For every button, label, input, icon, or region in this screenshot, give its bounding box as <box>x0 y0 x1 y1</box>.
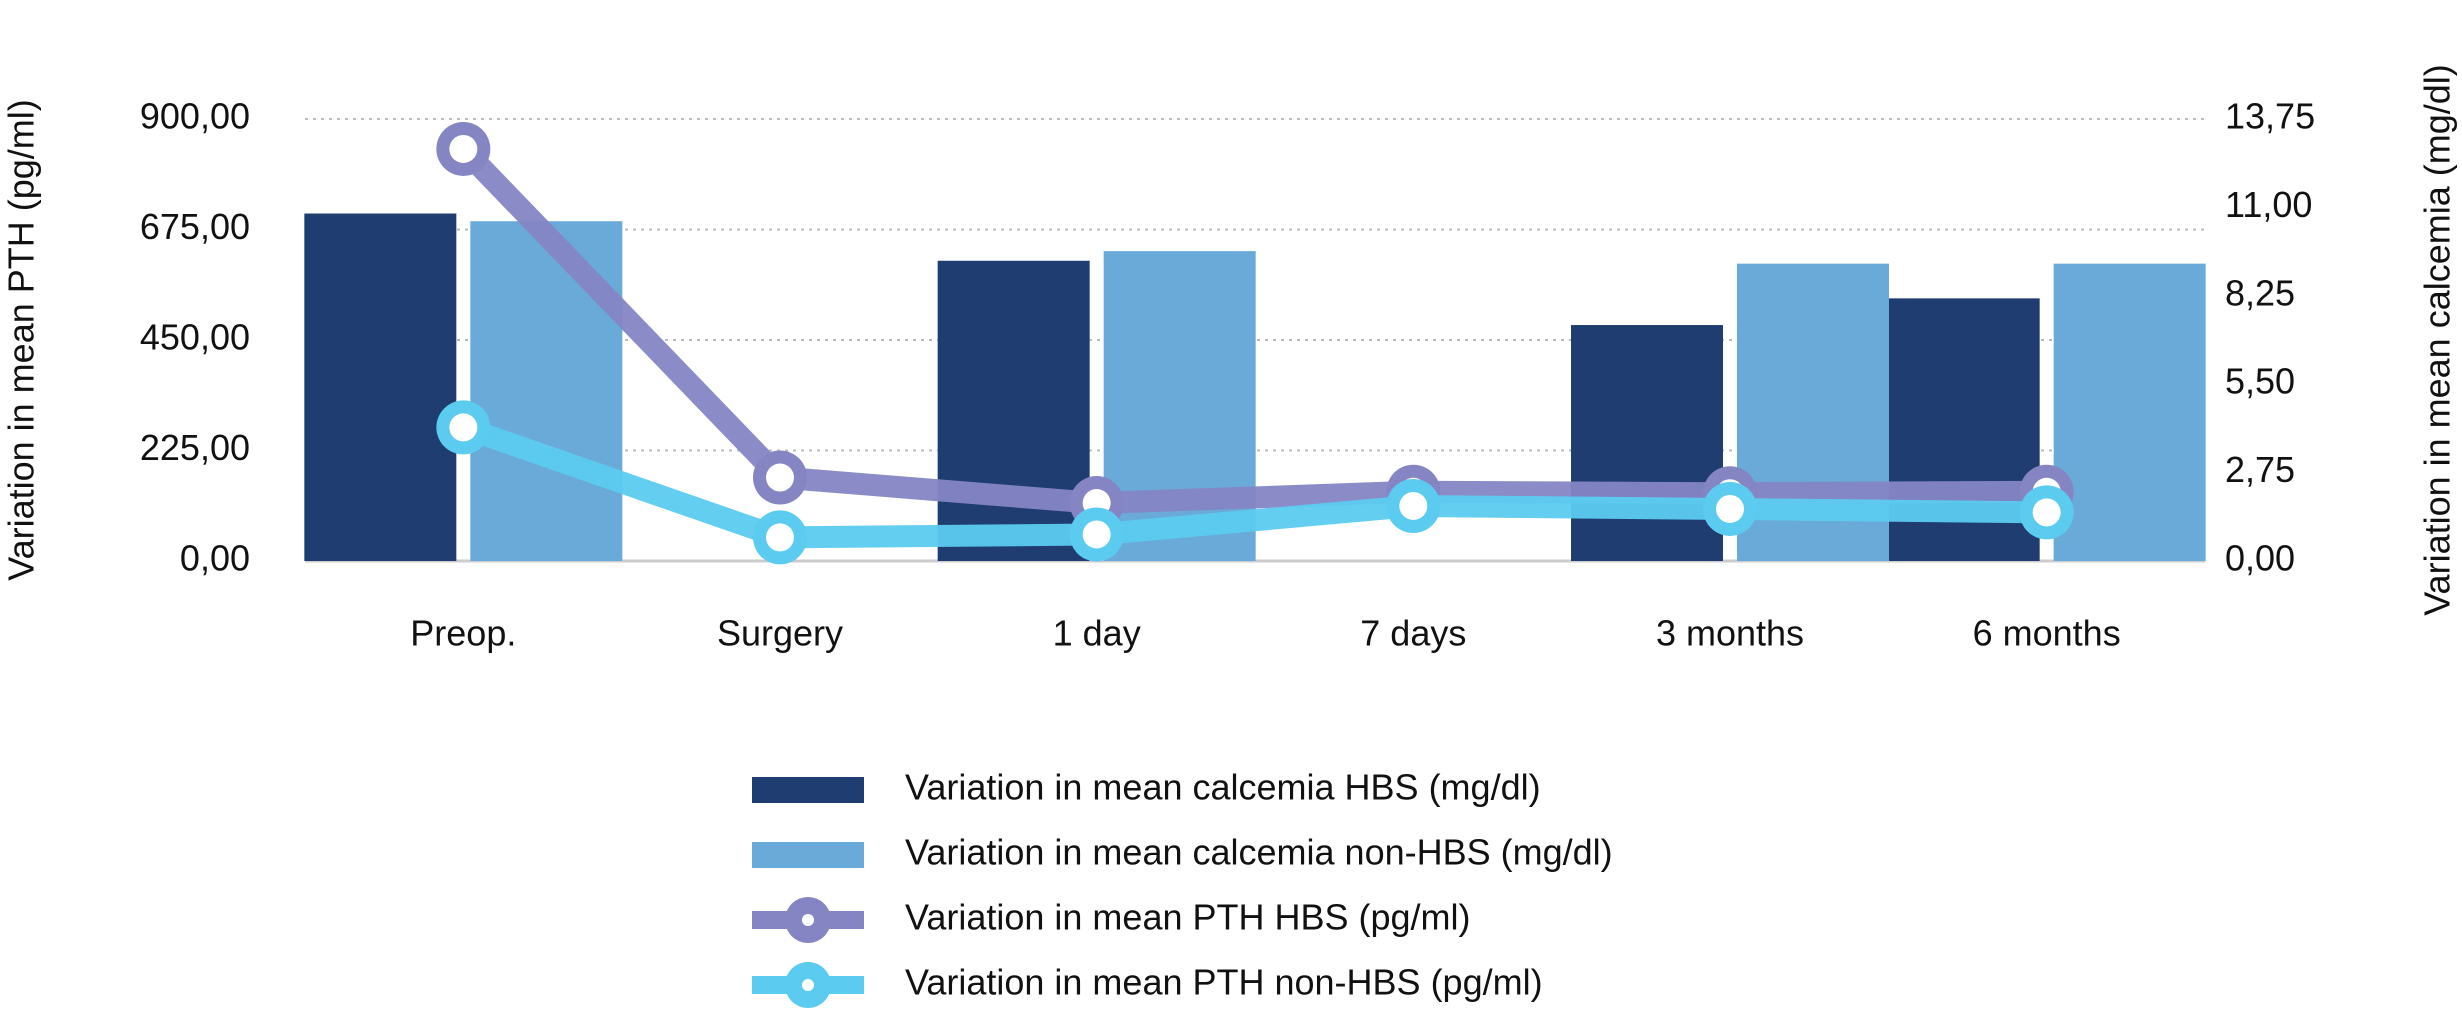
legend-swatch <box>752 777 864 803</box>
x-tick-label: 6 months <box>1973 613 2121 654</box>
point-center <box>449 134 478 163</box>
bar <box>304 213 457 561</box>
point-center <box>1399 491 1428 520</box>
y-tick-label: 225,00 <box>140 427 250 468</box>
line <box>455 141 2047 515</box>
legend-label: Variation in mean calcemia non-HBS (mg/d… <box>905 832 1613 873</box>
point-center <box>766 463 794 492</box>
point-center <box>1716 494 1744 523</box>
point-center <box>1082 520 1111 549</box>
x-tick-label: 3 months <box>1656 613 1804 654</box>
y2-tick-label: 11,00 <box>2225 184 2312 225</box>
y-tick-label: 900,00 <box>140 96 250 137</box>
y2-axis-label: Variation in mean calcemia (mg/dl) <box>2417 64 2458 616</box>
y-tick-label: 675,00 <box>140 206 250 247</box>
x-tick-label: Preop. <box>410 613 516 654</box>
x-tick-label: Surgery <box>717 613 843 654</box>
point-center <box>449 413 478 442</box>
legend-label: Variation in mean PTH non-HBS (pg/ml) <box>905 962 1543 1003</box>
legend-swatch <box>752 842 864 868</box>
bar <box>470 221 623 562</box>
bar <box>2053 263 2206 561</box>
legend-label: Variation in mean PTH HBS (pg/ml) <box>905 897 1471 938</box>
bar <box>937 260 1090 561</box>
legend-swatch <box>802 979 814 991</box>
x-tick-label: 1 day <box>1053 613 1141 654</box>
point-center <box>766 523 794 552</box>
y2-tick-label: 13,75 <box>2225 96 2315 137</box>
y-tick-label: 450,00 <box>140 317 250 358</box>
y2-tick-label: 5,50 <box>2225 361 2295 402</box>
legend-label: Variation in mean calcemia HBS (mg/dl) <box>905 767 1541 808</box>
legend-swatch <box>802 914 814 926</box>
line <box>459 417 2047 549</box>
y-axis-label: Variation in mean PTH (pg/ml) <box>1 99 42 581</box>
y2-tick-label: 8,25 <box>2225 272 2295 313</box>
y2-tick-label: 0,00 <box>2225 538 2295 579</box>
x-tick-label: 7 days <box>1360 613 1466 654</box>
point-center <box>2032 498 2061 527</box>
y2-tick-label: 2,75 <box>2225 449 2295 490</box>
bar <box>1571 325 1723 561</box>
y-tick-label: 0,00 <box>180 538 250 579</box>
